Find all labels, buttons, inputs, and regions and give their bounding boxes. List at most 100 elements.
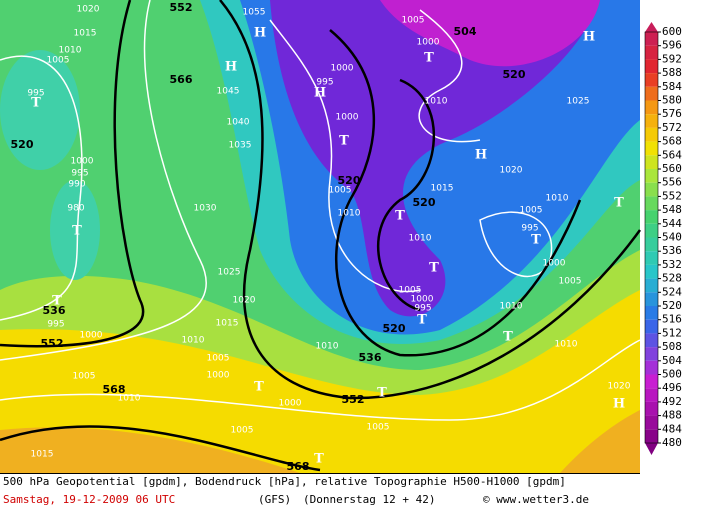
colorbar-band <box>645 100 658 115</box>
map-label: 1030 <box>194 204 217 214</box>
footer-run: (Donnerstag 12 + 42) <box>303 493 435 506</box>
map-label: 995 <box>71 169 88 179</box>
colorbar-tick-label: 584 <box>662 80 682 93</box>
colorbar-tick-label: 544 <box>662 217 682 230</box>
colorbar-band <box>645 86 658 101</box>
map-label: 520 <box>503 68 526 81</box>
colorbar-tick-label: 480 <box>662 436 682 449</box>
colorbar-band <box>645 182 658 197</box>
map-label: 1000 <box>543 259 566 269</box>
map-label: 1035 <box>229 141 252 151</box>
map-label: 1010 <box>59 46 82 56</box>
colorbar-band <box>645 73 658 87</box>
map-label: 1020 <box>608 382 631 392</box>
map-label: 1055 <box>243 8 266 18</box>
colorbar-tick-label: 484 <box>662 422 682 435</box>
colorbar-band <box>645 210 658 224</box>
footer-copyright: © www.wetter3.de <box>483 493 589 506</box>
map-label: 1005 <box>73 372 96 382</box>
map-label: 990 <box>68 180 85 190</box>
colorbar-tick-label: 564 <box>662 148 682 161</box>
map-label: 1020 <box>77 5 100 15</box>
map-label: 1045 <box>217 87 240 97</box>
map-label: 980 <box>67 204 84 214</box>
map-labels: 552 1020 1015 1010 1005 995 T 566 H H 10… <box>11 1 631 473</box>
map-label: T <box>424 51 434 66</box>
colorbar-band <box>645 141 658 156</box>
colorbar-tick-label: 568 <box>662 135 682 148</box>
footer-title: 500 hPa Geopotential [gpdm], Bodendruck … <box>3 475 566 488</box>
colorbar-tick-label: 556 <box>662 176 682 189</box>
map-label: 520 <box>413 196 436 209</box>
map-label: 1005 <box>231 426 254 436</box>
map-label: T <box>31 96 41 111</box>
region <box>380 0 600 67</box>
map-label: 1000 <box>207 371 230 381</box>
map-label: T <box>531 233 541 248</box>
map-label: T <box>339 134 349 149</box>
colorbar-band <box>645 251 658 265</box>
map-label: 1000 <box>80 331 103 341</box>
map-label: 1005 <box>47 56 70 66</box>
map-label: 1015 <box>31 450 54 460</box>
map-label: 520 <box>383 322 406 335</box>
colorbar-tick-label: 548 <box>662 203 682 216</box>
map-label: 1005 <box>520 206 543 216</box>
map-label: 1015 <box>74 29 97 39</box>
colorbar-band <box>645 306 658 320</box>
map-label: 568 <box>287 460 310 473</box>
map-label: 1010 <box>546 194 569 204</box>
map-label: 1025 <box>218 268 241 278</box>
map-label: 536 <box>43 304 66 317</box>
map-label: 552 <box>342 393 365 406</box>
colorbar: 6005965925885845805765725685645605565525… <box>644 22 682 455</box>
map-label: 1010 <box>425 97 448 107</box>
map-label: H <box>225 60 237 75</box>
map-label: 552 <box>170 1 193 14</box>
map-label: 552 <box>41 337 64 350</box>
geopotential-lines <box>0 0 642 472</box>
colorbar-band <box>645 278 658 293</box>
map-label: 504 <box>454 25 477 38</box>
footer-date: Samstag, 19-12-2009 06 UTC <box>3 493 175 506</box>
region <box>270 0 600 317</box>
map-label: T <box>503 330 513 345</box>
colorbar-tick-label: 540 <box>662 231 682 244</box>
map-label: 1010 <box>338 209 361 219</box>
colorbar-tick-label: 500 <box>662 368 682 381</box>
map-label: 1015 <box>216 319 239 329</box>
colorbar-cap <box>645 443 658 455</box>
map-label: 1020 <box>500 166 523 176</box>
map-label: T <box>429 261 439 276</box>
map-label: 995 <box>414 304 431 314</box>
colorbar-tick-label: 592 <box>662 52 682 65</box>
colorbar-band <box>645 264 658 279</box>
map-label: 1010 <box>118 394 141 404</box>
colorbar-band <box>645 319 658 334</box>
colorbar-band <box>645 196 658 211</box>
map-label: 536 <box>359 351 382 364</box>
map-label: 1005 <box>367 423 390 433</box>
colorbar-tick-label: 516 <box>662 313 682 326</box>
colorbar-tick-label: 588 <box>662 66 682 79</box>
colorbar-tick-label: 496 <box>662 381 682 394</box>
map-label: T <box>314 452 324 467</box>
colorbar-band <box>645 32 658 46</box>
colorbar-band <box>645 169 658 183</box>
colorbar-tick-label: 536 <box>662 244 682 257</box>
map-label: 568 <box>103 383 126 396</box>
colorbar-tick-label: 524 <box>662 285 682 298</box>
colorbar-tick-label: 572 <box>662 121 682 134</box>
map-label: 1005 <box>207 354 230 364</box>
region <box>50 180 100 280</box>
map-label: 1005 <box>559 277 582 287</box>
colorbar-band <box>645 114 658 128</box>
colorbar-band <box>645 374 658 389</box>
colorbar-band <box>645 388 658 402</box>
map-label: 1000 <box>411 295 434 305</box>
map-label: 520 <box>11 138 34 151</box>
map-label: 566 <box>170 73 193 86</box>
map-label: 1010 <box>316 342 339 352</box>
map-label: H <box>254 26 266 41</box>
map-label: H <box>475 148 487 163</box>
